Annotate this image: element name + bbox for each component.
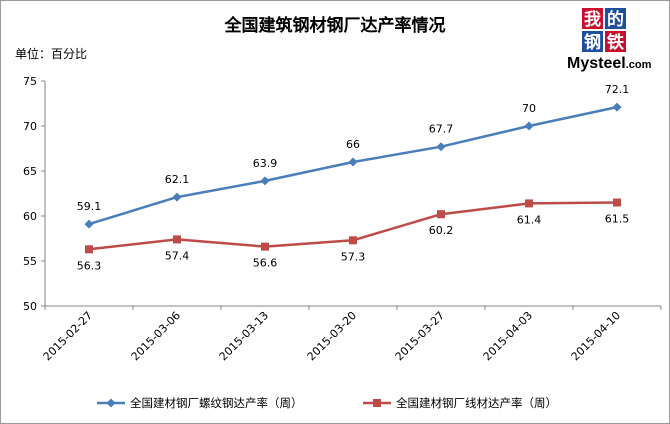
data-point	[613, 198, 621, 207]
data-point	[260, 176, 270, 186]
data-point	[173, 235, 181, 244]
unit-label: 单位：百分比	[15, 46, 87, 61]
series-layer: 59.1 62.1 63.9 66 67.7 70 72.1 56.3 57.4 56.6 57.3…	[77, 83, 630, 272]
y-tick-label: 70	[23, 120, 37, 133]
x-tick-label: 2015-03-20	[305, 309, 359, 363]
data-point	[437, 210, 445, 219]
logo-char-4: 铁	[607, 32, 624, 53]
data-point	[525, 199, 533, 208]
y-axis-ticks: 50 55 60 65 70 75	[23, 75, 45, 313]
y-tick-label: 75	[23, 75, 37, 88]
legend: 全国建材钢厂螺纹钢达产率（周） 全国建材钢厂线材达产率（周）	[97, 396, 557, 410]
y-tick-label: 65	[23, 165, 37, 178]
data-point	[261, 242, 269, 251]
axes	[44, 81, 661, 307]
data-label: 59.1	[77, 200, 102, 213]
mysteel-logo: 我 的 钢 铁 Mysteel.com	[567, 8, 652, 72]
data-point	[172, 192, 182, 202]
data-label: 56.3	[77, 259, 102, 272]
x-tick-label: 2015-04-10	[569, 309, 623, 363]
data-label: 56.6	[253, 257, 278, 270]
x-tick-label: 2015-03-13	[217, 309, 271, 363]
data-label: 57.4	[165, 249, 190, 262]
data-point	[348, 157, 358, 167]
logo-domain-text: .com	[626, 59, 652, 71]
data-label: 63.9	[253, 157, 278, 170]
logo-char-2: 的	[607, 9, 624, 30]
logo-tile-2	[605, 8, 626, 29]
logo-brand-text: Mysteel	[567, 55, 626, 72]
y-tick-label: 55	[23, 255, 37, 268]
x-axis-ticks: 2015-02-27 2015-03-06 2015-03-13 2015-03-20…	[41, 306, 662, 363]
data-label: 66	[346, 138, 360, 151]
data-point	[524, 121, 534, 131]
x-tick-label: 2015-04-03	[481, 309, 535, 363]
data-label: 67.7	[429, 123, 454, 136]
legend-item-2: 全国建材钢厂线材达产率（周）	[363, 396, 557, 410]
data-point	[84, 219, 94, 229]
y-tick-label: 60	[23, 210, 37, 223]
x-tick-label: 2015-03-06	[129, 309, 183, 363]
logo-tile-1	[582, 8, 603, 29]
legend-item-1: 全国建材钢厂螺纹钢达产率（周）	[97, 396, 303, 410]
data-point	[85, 245, 93, 254]
x-tick-label: 2015-02-27	[41, 309, 95, 363]
legend-marker	[106, 398, 116, 408]
logo-brand: Mysteel.com	[567, 55, 652, 72]
data-label: 62.1	[165, 173, 190, 186]
series-2: 56.3 57.4 56.6 57.3 60.2 61.4 61.5	[77, 198, 630, 272]
data-label: 57.3	[341, 250, 366, 263]
logo-tile-4	[605, 31, 626, 52]
legend-label: 全国建材钢厂螺纹钢达产率（周）	[130, 396, 303, 410]
logo-char-1: 我	[584, 10, 601, 30]
data-label: 70	[522, 102, 536, 115]
legend-label: 全国建材钢厂线材达产率（周）	[396, 396, 557, 410]
y-tick-label: 50	[23, 300, 37, 313]
x-tick-label: 2015-03-27	[393, 309, 447, 363]
logo-char-3: 钢	[584, 32, 601, 53]
data-label: 60.2	[429, 224, 454, 237]
data-point	[436, 142, 446, 152]
logo-tile-3	[582, 31, 603, 52]
data-label: 61.5	[605, 213, 630, 226]
data-label: 61.4	[517, 213, 542, 226]
legend-marker	[373, 399, 381, 407]
data-point	[612, 102, 622, 112]
data-label: 72.1	[605, 83, 630, 96]
data-point	[349, 236, 357, 245]
series-1: 59.1 62.1 63.9 66 67.7 70 72.1	[77, 83, 630, 229]
chart-title: 全国建筑钢材钢厂达产率情况	[224, 15, 446, 36]
